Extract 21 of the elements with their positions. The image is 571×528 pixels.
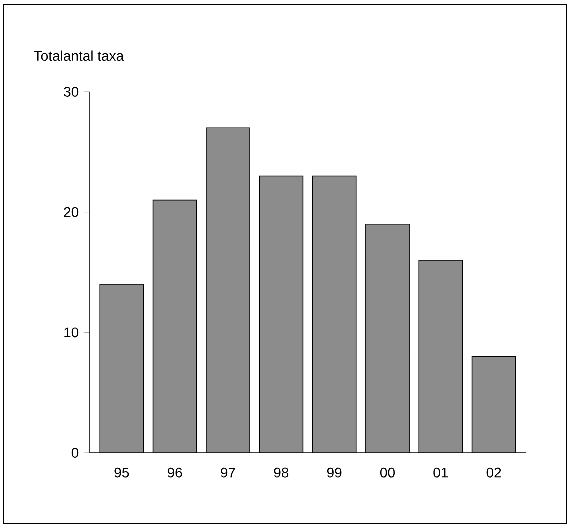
x-tick-label: 97 (221, 468, 236, 478)
x-tick-label: 98 (274, 468, 289, 478)
x-tick-label: 96 (168, 468, 182, 478)
bar (153, 200, 197, 453)
bar (100, 284, 144, 453)
x-tick-label: 02 (486, 468, 502, 478)
bar (472, 356, 516, 453)
y-tick-label: 20 (64, 207, 79, 218)
y-tick-label: 10 (64, 328, 79, 338)
bar (206, 128, 250, 453)
y-tick-label: 0 (72, 448, 79, 458)
y-axis-title: Totalantal taxa (34, 50, 124, 62)
bar (366, 224, 410, 453)
y-tick-label: 30 (64, 87, 79, 97)
bar (419, 260, 463, 453)
bar (260, 176, 304, 453)
bar (312, 176, 356, 453)
x-tick-label: 95 (114, 468, 130, 478)
x-tick-label: 99 (327, 468, 342, 478)
x-tick-label: 00 (380, 468, 395, 478)
x-tick-label: 01 (434, 468, 448, 478)
